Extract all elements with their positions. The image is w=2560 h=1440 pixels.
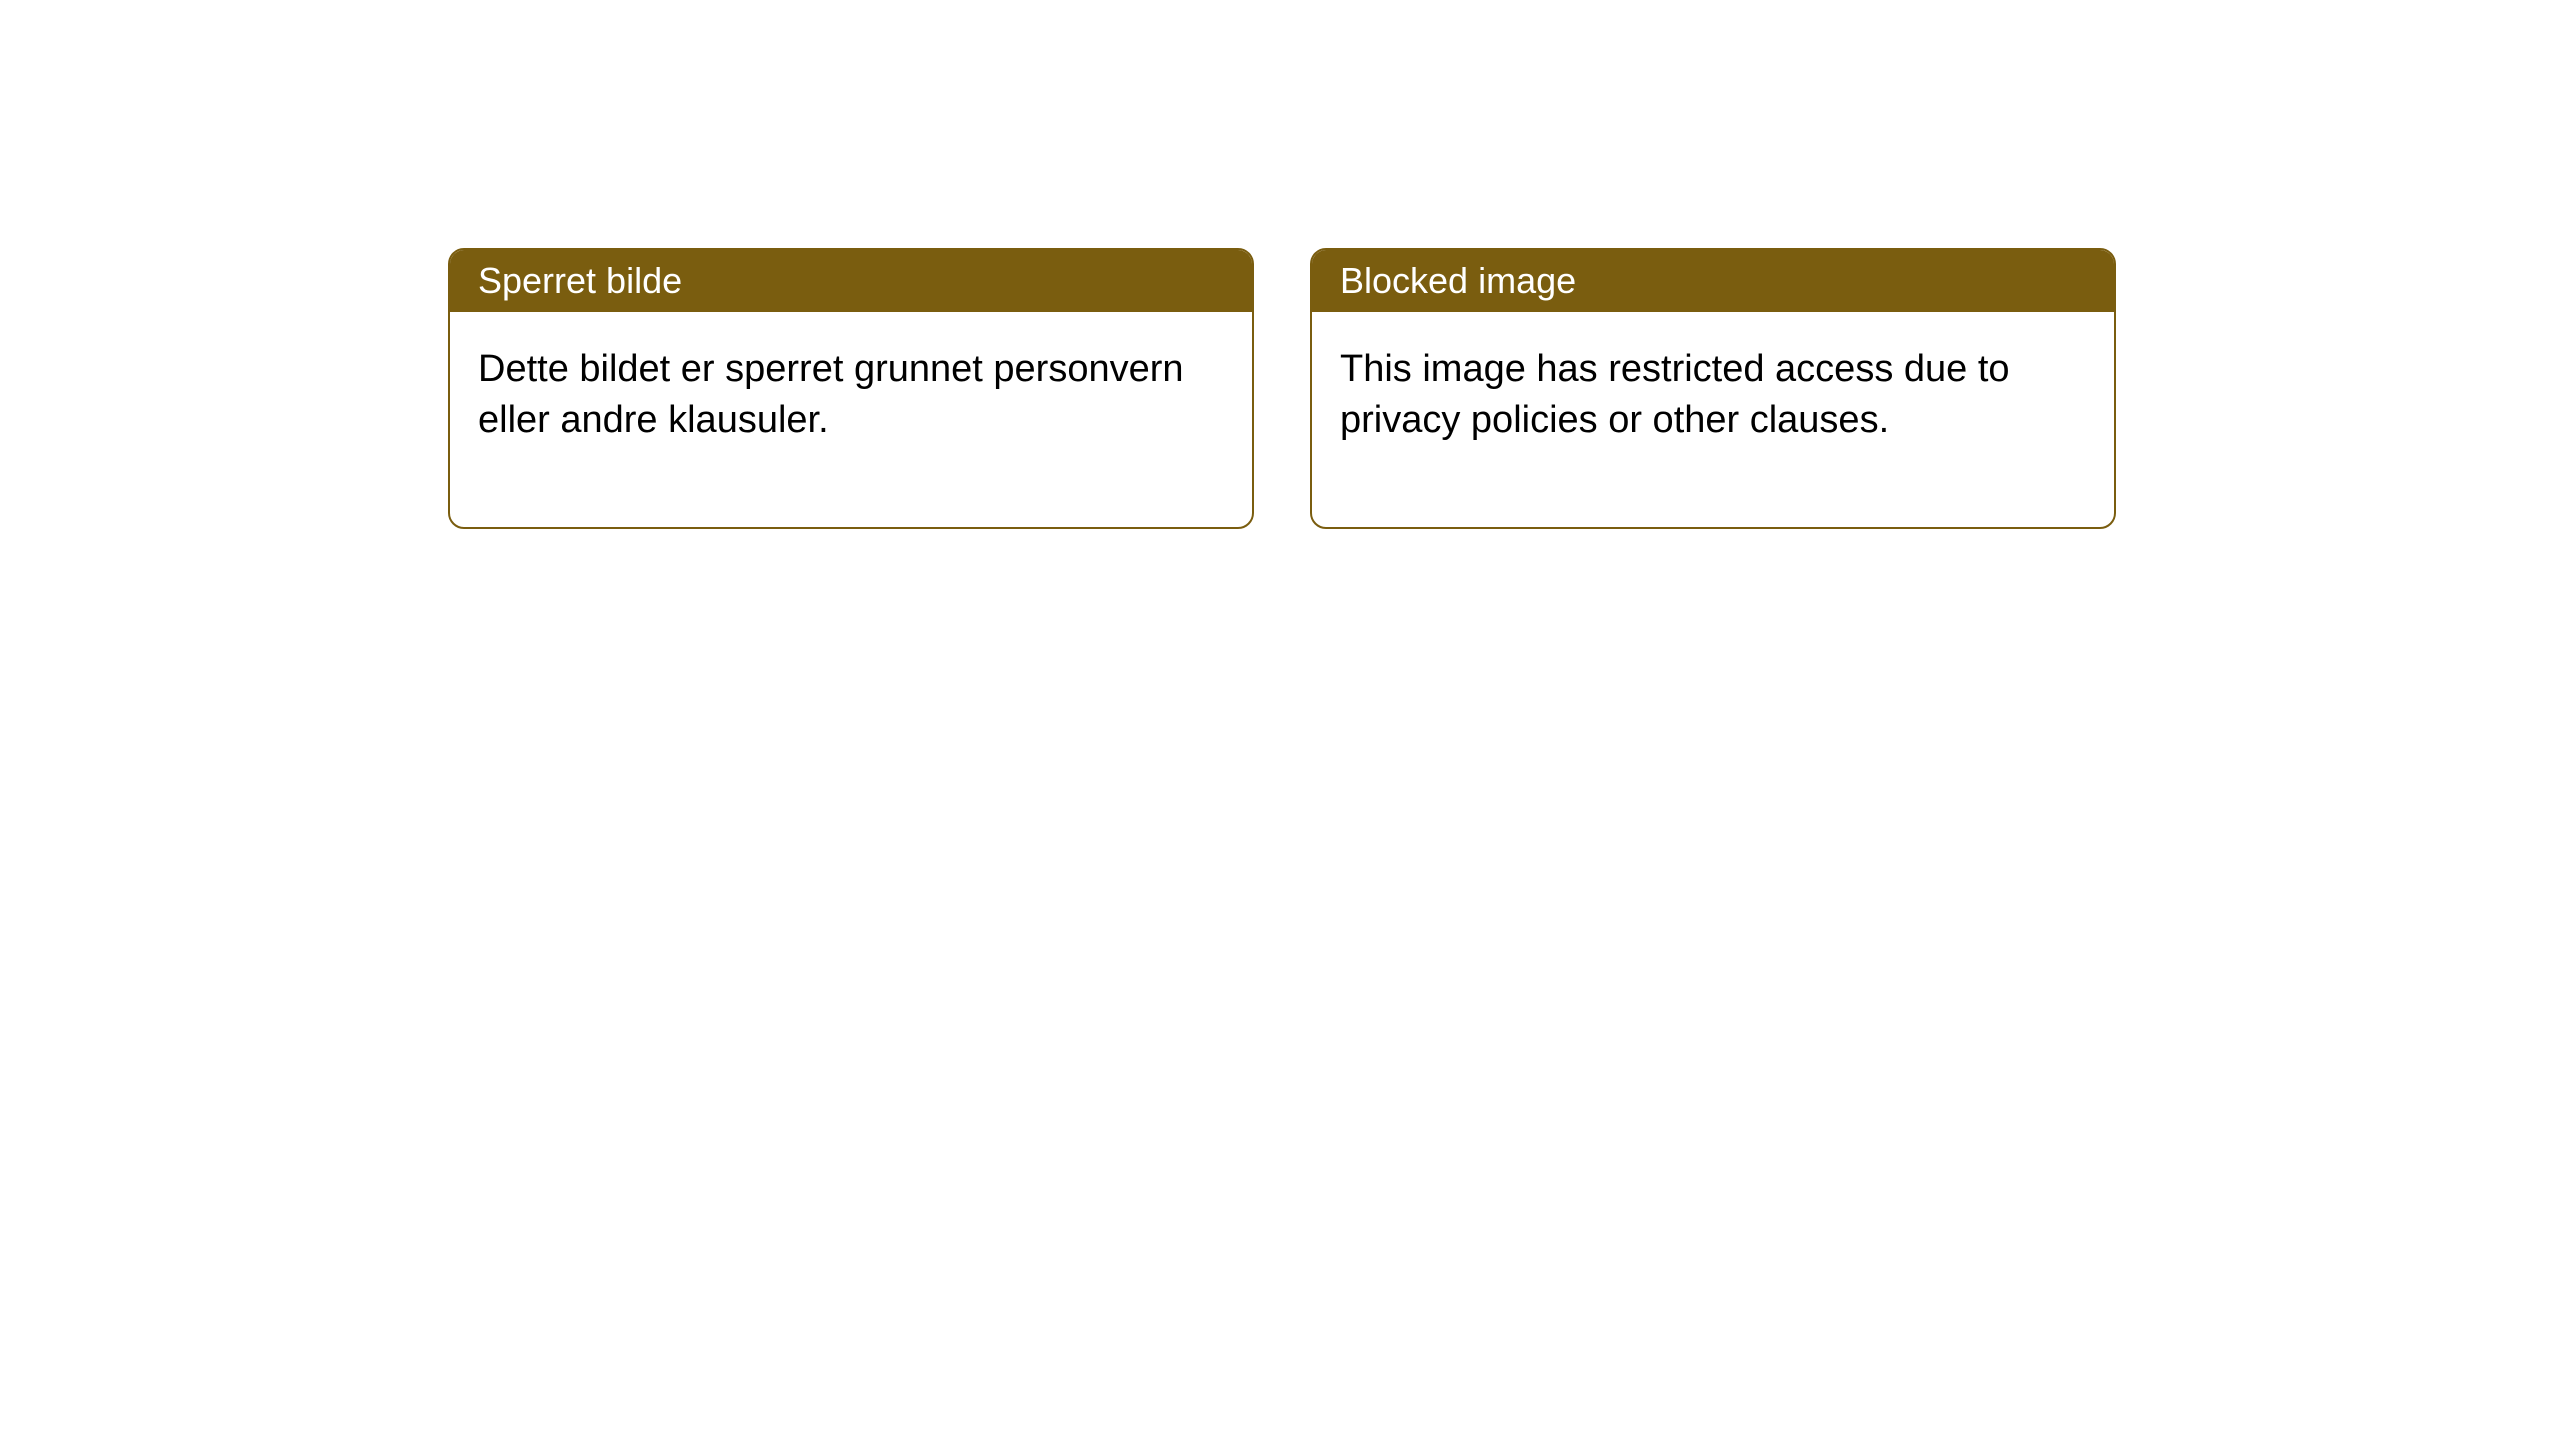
notice-body: This image has restricted access due to … [1312, 312, 2114, 527]
notice-card-norwegian: Sperret bilde Dette bildet er sperret gr… [448, 248, 1254, 529]
notice-title: Sperret bilde [450, 250, 1252, 312]
notice-body: Dette bildet er sperret grunnet personve… [450, 312, 1252, 527]
notices-container: Sperret bilde Dette bildet er sperret gr… [448, 248, 2116, 529]
notice-title: Blocked image [1312, 250, 2114, 312]
notice-card-english: Blocked image This image has restricted … [1310, 248, 2116, 529]
